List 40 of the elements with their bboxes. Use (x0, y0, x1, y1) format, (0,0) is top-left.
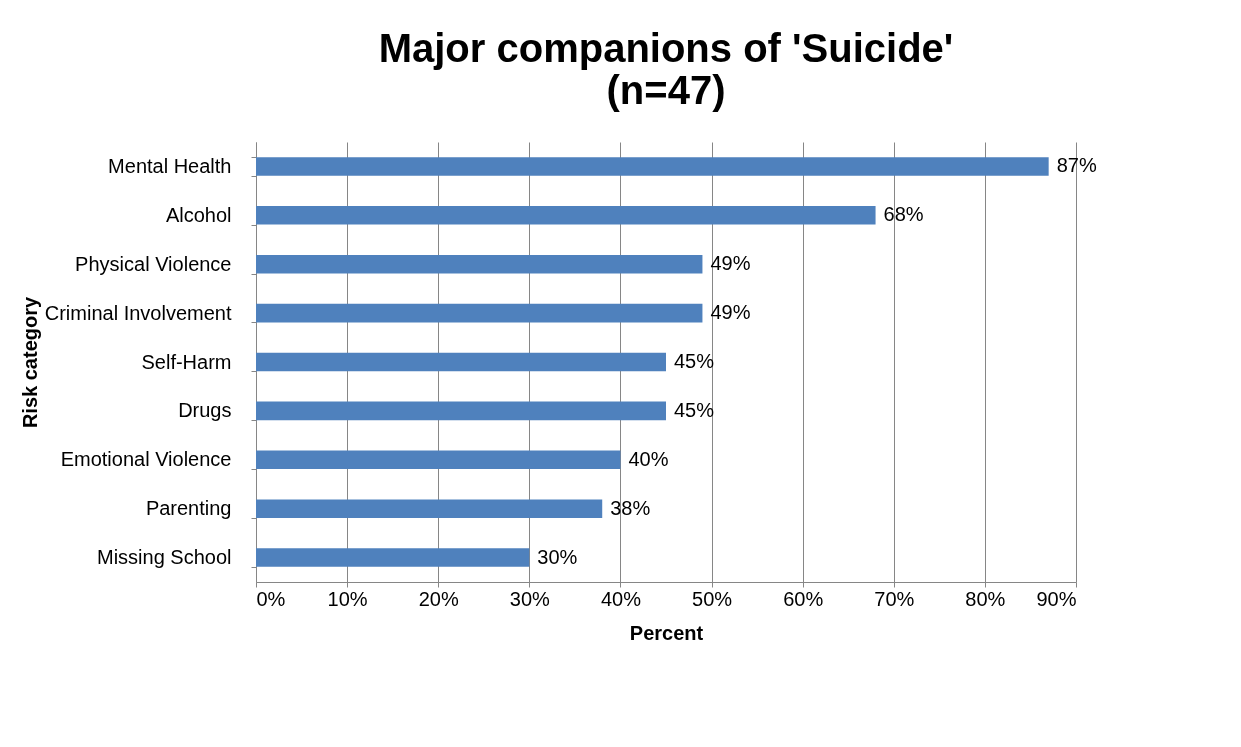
bar (256, 206, 876, 225)
y-tick-label: Alcohol (165, 203, 232, 226)
bar (256, 254, 703, 274)
bar (256, 352, 666, 372)
bar (256, 401, 666, 421)
data-label: 40% (628, 447, 669, 470)
x-tick-label: 20% (418, 587, 459, 610)
x-tick-label: 50% (692, 587, 733, 610)
y-tick-label: Missing School (96, 546, 232, 569)
x-tick-label: 0% (256, 587, 286, 610)
y-tick-label: Criminal Involvement (44, 301, 232, 324)
data-label: 38% (610, 496, 651, 519)
data-label: 49% (710, 301, 751, 324)
x-tick-label: 90% (1036, 587, 1077, 610)
data-label: 87% (1056, 154, 1097, 177)
data-label: 30% (537, 545, 578, 568)
y-tick-label: Mental Health (108, 154, 232, 177)
bar (256, 303, 703, 323)
bar (256, 499, 603, 518)
x-tick-label: 80% (965, 587, 1006, 610)
x-tick-label: 70% (874, 587, 915, 610)
x-tick-label: 40% (600, 587, 642, 610)
x-tick-label: 60% (783, 587, 824, 610)
chart-title: Major companions of 'Suicide' (n=47) (378, 26, 954, 112)
data-label: 49% (710, 252, 751, 275)
x-axis-title: Percent (629, 621, 704, 644)
bar (256, 548, 530, 567)
y-tick-label: Parenting (145, 497, 232, 520)
y-tick-label: Emotional Violence (60, 448, 232, 471)
x-tick-label: 30% (509, 587, 551, 610)
y-axis-title: Risk category (18, 296, 41, 429)
data-label: 45% (674, 350, 715, 372)
data-label: 45% (674, 398, 715, 421)
bar (256, 157, 1049, 176)
x-tick-label: 10% (327, 587, 368, 610)
data-label: 68% (883, 203, 924, 226)
y-tick-label: Physical Violence (75, 252, 232, 275)
y-tick-label: Self-Harm (141, 350, 232, 373)
bar (256, 450, 621, 470)
y-tick-label: Drugs (178, 399, 232, 422)
